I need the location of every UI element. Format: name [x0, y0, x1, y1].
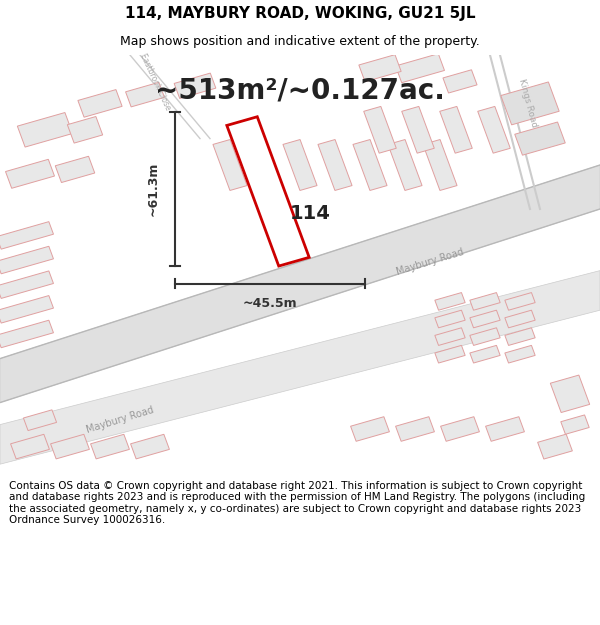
Polygon shape	[505, 310, 535, 328]
Text: ~45.5m: ~45.5m	[242, 297, 298, 310]
Polygon shape	[248, 139, 282, 191]
Text: Map shows position and indicative extent of the property.: Map shows position and indicative extent…	[120, 35, 480, 48]
Polygon shape	[395, 417, 434, 441]
Polygon shape	[318, 139, 352, 191]
Polygon shape	[440, 417, 479, 441]
Polygon shape	[5, 159, 55, 188]
Polygon shape	[470, 292, 500, 310]
Polygon shape	[283, 139, 317, 191]
Polygon shape	[213, 139, 247, 191]
Polygon shape	[0, 246, 53, 274]
Polygon shape	[174, 73, 216, 99]
Text: Maybury Road: Maybury Road	[85, 405, 155, 435]
Polygon shape	[350, 417, 389, 441]
Polygon shape	[23, 410, 56, 431]
Polygon shape	[0, 165, 600, 402]
Polygon shape	[78, 89, 122, 118]
Text: Kings Road: Kings Road	[517, 78, 539, 129]
Polygon shape	[388, 139, 422, 191]
Text: Maybury Road: Maybury Road	[395, 247, 465, 277]
Polygon shape	[0, 271, 600, 464]
Text: 114, MAYBURY ROAD, WOKING, GU21 5JL: 114, MAYBURY ROAD, WOKING, GU21 5JL	[125, 6, 475, 21]
Text: 114: 114	[290, 204, 331, 223]
Text: Contains OS data © Crown copyright and database right 2021. This information is : Contains OS data © Crown copyright and d…	[9, 481, 585, 526]
Polygon shape	[435, 346, 465, 363]
Polygon shape	[50, 434, 89, 459]
Polygon shape	[435, 310, 465, 328]
Polygon shape	[435, 292, 465, 310]
Polygon shape	[364, 106, 396, 153]
Polygon shape	[550, 375, 590, 413]
Polygon shape	[0, 320, 53, 348]
Polygon shape	[470, 328, 500, 346]
Polygon shape	[505, 292, 535, 310]
Text: Eastbrook Close: Eastbrook Close	[138, 52, 172, 111]
Polygon shape	[470, 346, 500, 363]
Polygon shape	[435, 328, 465, 346]
Text: ~513m²/~0.127ac.: ~513m²/~0.127ac.	[155, 76, 445, 104]
Polygon shape	[17, 112, 73, 147]
Text: ~61.3m: ~61.3m	[147, 162, 160, 216]
Polygon shape	[125, 82, 164, 107]
Polygon shape	[131, 434, 169, 459]
Polygon shape	[423, 139, 457, 191]
Polygon shape	[505, 328, 535, 346]
Polygon shape	[91, 434, 130, 459]
Polygon shape	[478, 106, 510, 153]
Polygon shape	[395, 54, 445, 82]
Polygon shape	[505, 346, 535, 363]
Polygon shape	[0, 296, 53, 323]
Polygon shape	[470, 310, 500, 328]
Polygon shape	[515, 122, 565, 155]
Polygon shape	[443, 70, 477, 93]
Polygon shape	[561, 415, 589, 434]
Polygon shape	[538, 434, 572, 459]
Polygon shape	[359, 54, 401, 82]
Polygon shape	[227, 117, 309, 266]
Polygon shape	[353, 139, 387, 191]
Polygon shape	[67, 116, 103, 143]
Polygon shape	[402, 106, 434, 153]
Polygon shape	[440, 106, 472, 153]
Polygon shape	[55, 156, 95, 182]
Polygon shape	[501, 82, 559, 125]
Polygon shape	[0, 222, 53, 249]
Polygon shape	[11, 434, 49, 459]
Polygon shape	[485, 417, 524, 441]
Polygon shape	[0, 271, 53, 298]
